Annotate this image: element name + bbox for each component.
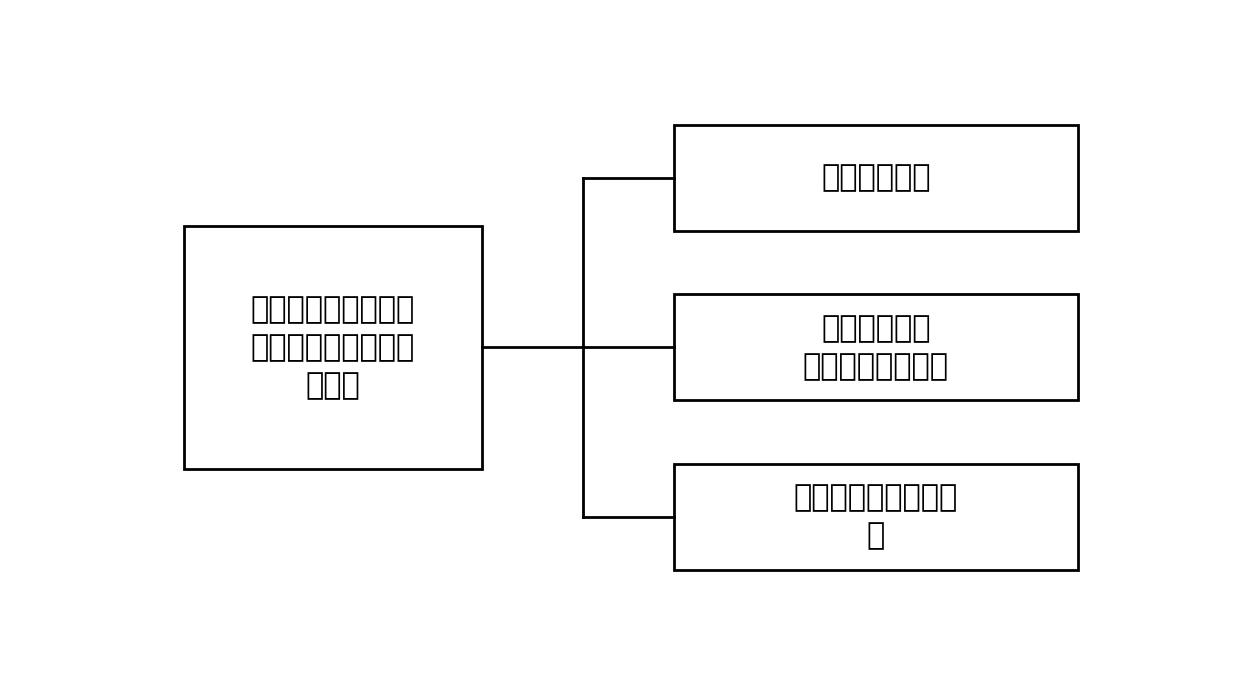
FancyBboxPatch shape xyxy=(675,464,1078,570)
FancyBboxPatch shape xyxy=(184,226,481,469)
FancyBboxPatch shape xyxy=(675,125,1078,231)
Text: 数据采集模块: 数据采集模块 xyxy=(821,164,930,193)
Text: 电力系统水力
网络状态估计模块: 电力系统水力 网络状态估计模块 xyxy=(802,314,949,381)
Text: 一种电热综合能源系
统的双层抗差状态估
计系统: 一种电热综合能源系 统的双层抗差状态估 计系统 xyxy=(250,294,415,400)
Text: 热力网络状态估计模
块: 热力网络状态估计模 块 xyxy=(794,484,957,550)
FancyBboxPatch shape xyxy=(675,294,1078,400)
